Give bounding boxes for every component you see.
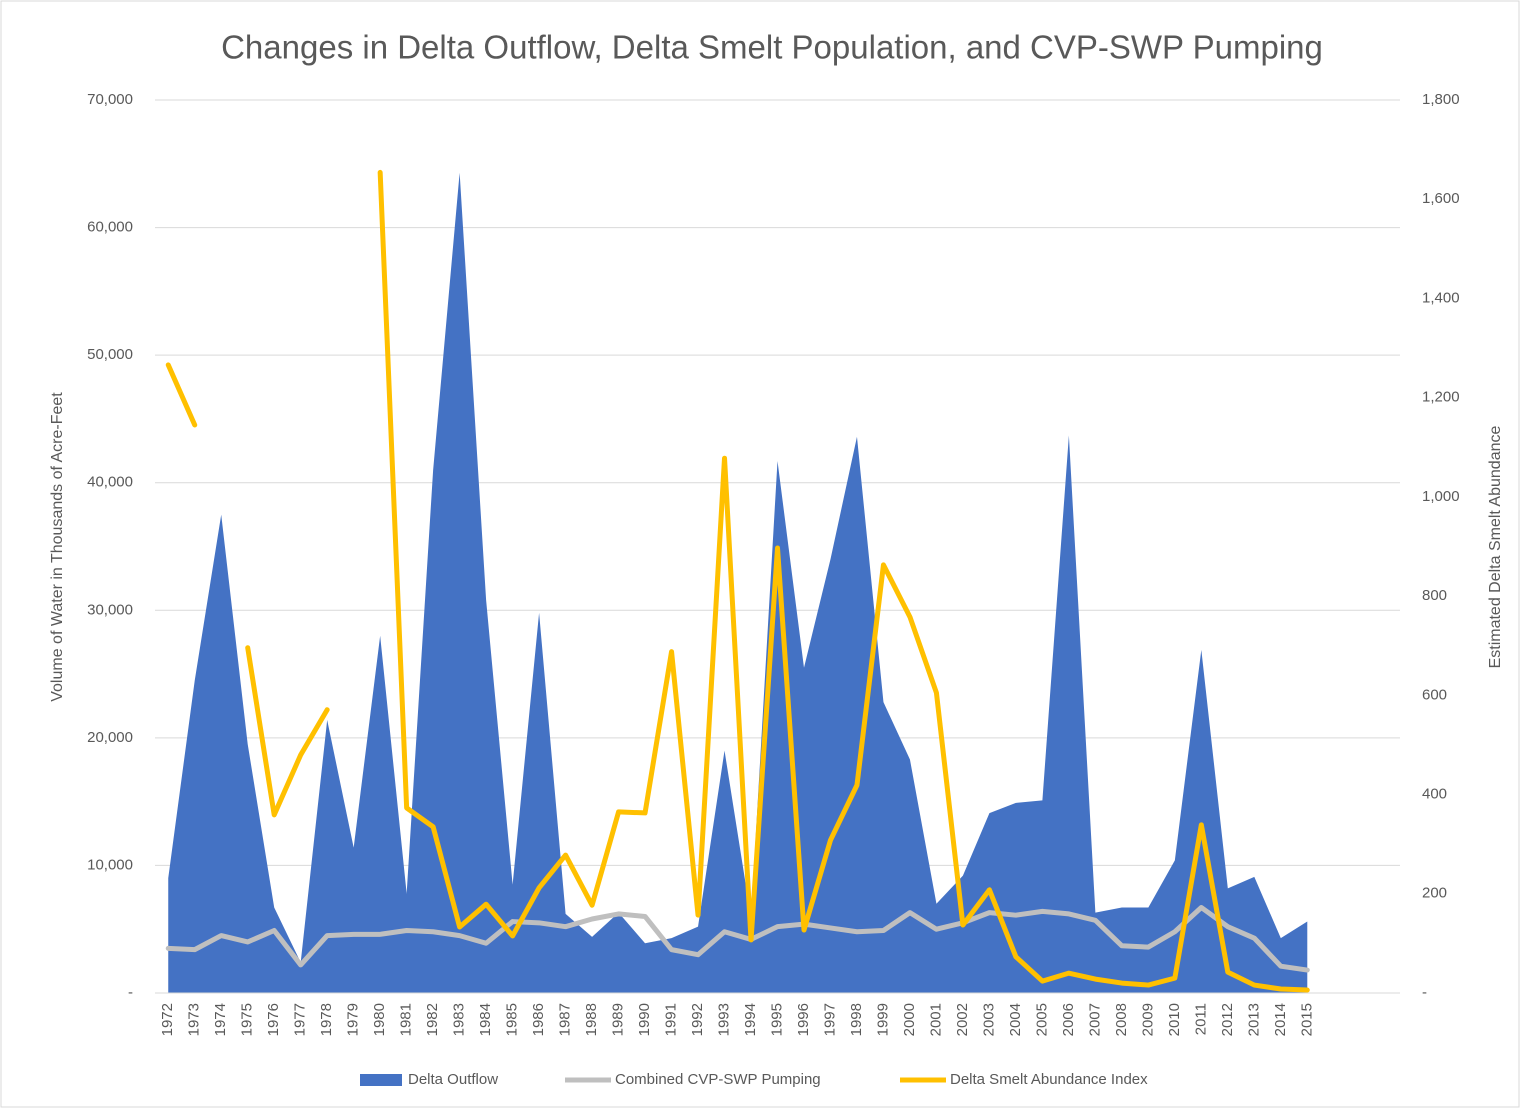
y2-tick-label: 1,200 — [1422, 389, 1460, 406]
x-tick-label: 2008 — [1113, 1003, 1130, 1036]
line — [377, 169, 1310, 993]
x-tick-label: 2010 — [1166, 1003, 1183, 1036]
line — [245, 645, 330, 818]
y-tick-label: 30,000 — [87, 601, 133, 618]
y2-tick-label: 1,800 — [1422, 91, 1460, 108]
x-tick-label: 2000 — [901, 1003, 918, 1036]
x-tick-label: 2012 — [1219, 1003, 1236, 1036]
x-tick-label: 2007 — [1086, 1003, 1103, 1036]
legend-label: Combined CVP-SWP Pumping — [615, 1071, 821, 1088]
x-tick-label: 1996 — [795, 1003, 812, 1036]
y-tick-label: - — [128, 984, 133, 1001]
x-tick-label: 1972 — [159, 1003, 176, 1036]
y-tick-label: 60,000 — [87, 219, 133, 236]
x-tick-label: 1993 — [715, 1003, 732, 1036]
x-tick-label: 1974 — [212, 1003, 229, 1036]
legend-swatch — [360, 1074, 402, 1086]
x-tick-label: 1997 — [821, 1003, 838, 1036]
x-tick-label: 1980 — [371, 1003, 388, 1036]
x-tick-label: 1991 — [663, 1003, 680, 1036]
x-tick-label: 1981 — [398, 1003, 415, 1036]
x-tick-label: 1975 — [239, 1003, 256, 1036]
x-tick-label: 2005 — [1033, 1003, 1050, 1036]
x-tick-label: 2006 — [1060, 1003, 1077, 1036]
chart-title: Changes in Delta Outflow, Delta Smelt Po… — [221, 29, 1323, 66]
x-tick-label: 1977 — [292, 1003, 309, 1036]
legend-label: Delta Smelt Abundance Index — [950, 1071, 1148, 1088]
y-tick-label: 70,000 — [87, 91, 133, 108]
y2-tick-label: 200 — [1422, 885, 1447, 902]
x-tick-label: 1994 — [742, 1003, 759, 1036]
x-tick-label: 2011 — [1192, 1003, 1209, 1035]
y2-tick-label: 800 — [1422, 587, 1447, 604]
y-tick-label: 10,000 — [87, 856, 133, 873]
y-tick-label: 40,000 — [87, 474, 133, 491]
x-tick-label: 1983 — [451, 1003, 468, 1036]
x-tick-label: 1978 — [318, 1003, 335, 1036]
x-tick-label: 2015 — [1298, 1003, 1315, 1036]
legend-label: Delta Outflow — [408, 1071, 498, 1088]
x-tick-label: 2003 — [980, 1003, 997, 1036]
y2-tick-label: 600 — [1422, 686, 1447, 703]
x-tick-label: 1984 — [477, 1003, 494, 1036]
y2-tick-label: 400 — [1422, 786, 1447, 803]
x-tick-label: 1987 — [557, 1003, 574, 1036]
x-tick-label: 1992 — [689, 1003, 706, 1036]
x-tick-label: 1998 — [848, 1003, 865, 1036]
line — [165, 905, 1310, 973]
x-tick-label: 2009 — [1139, 1003, 1156, 1036]
x-tick-label: 1990 — [636, 1003, 653, 1036]
y2-tick-label: 1,400 — [1422, 289, 1460, 306]
x-tick-label: 1982 — [424, 1003, 441, 1036]
x-tick-label: 1985 — [504, 1003, 521, 1036]
area — [168, 172, 1308, 994]
x-tick-label: 1989 — [610, 1003, 627, 1036]
y2-tick-label: - — [1422, 984, 1427, 1001]
y2-axis-title: Estimated Delta Smelt Abundance — [1487, 426, 1504, 669]
x-tick-label: 2014 — [1272, 1003, 1289, 1036]
x-tick-label: 1979 — [345, 1003, 362, 1036]
x-tick-label: 2004 — [1007, 1003, 1024, 1036]
x-tick-label: 1973 — [186, 1003, 203, 1036]
y2-tick-label: 1,600 — [1422, 190, 1460, 207]
x-tick-label: 2001 — [927, 1003, 944, 1036]
y-tick-label: 20,000 — [87, 729, 133, 746]
x-tick-label: 2002 — [954, 1003, 971, 1036]
x-tick-label: 1986 — [530, 1003, 547, 1036]
x-tick-label: 1976 — [265, 1003, 282, 1036]
x-tick-label: 1988 — [583, 1003, 600, 1036]
line — [165, 362, 198, 428]
y-axis-title: Volume of Water in Thousands of Acre-Fee… — [49, 392, 66, 702]
x-tick-label: 1995 — [768, 1003, 785, 1036]
y-tick-label: 50,000 — [87, 346, 133, 363]
y2-tick-label: 1,000 — [1422, 488, 1460, 505]
x-tick-label: 1999 — [874, 1003, 891, 1036]
x-tick-label: 2013 — [1245, 1003, 1262, 1036]
